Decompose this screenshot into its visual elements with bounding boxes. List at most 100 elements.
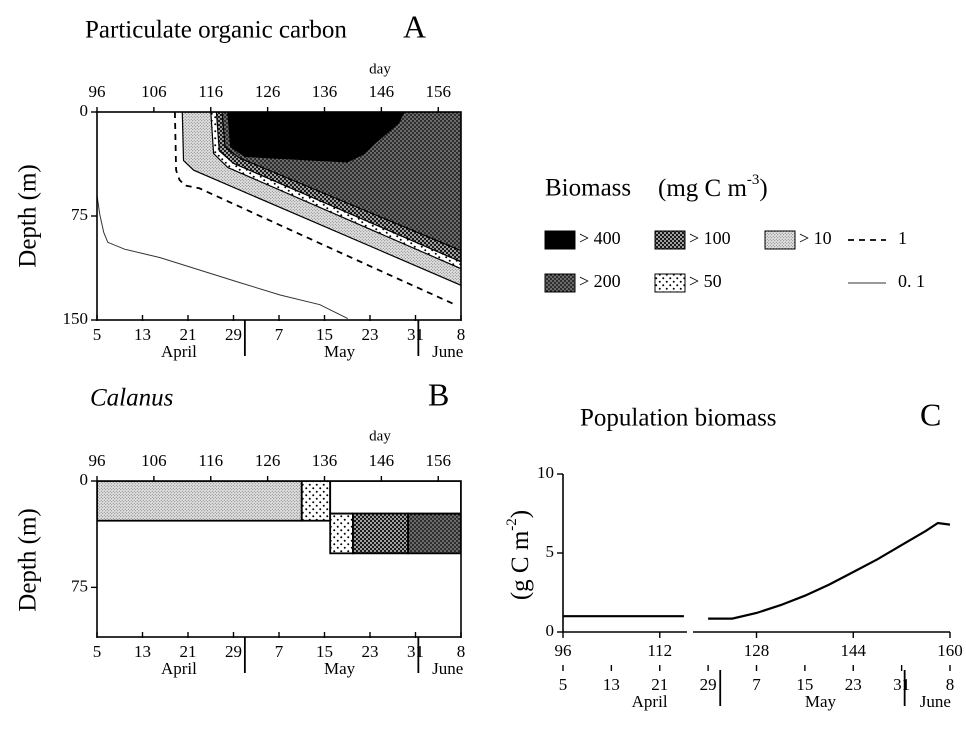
x-tick-label: 96: [89, 82, 106, 101]
month-label: June: [432, 659, 463, 678]
legend-label: 0. 1: [898, 271, 925, 291]
legend-swatch: [654, 273, 686, 293]
legend: > 400 > 200 > 100 > 50 > 10 1 0. 1: [544, 228, 925, 293]
date-tick-label: 23: [362, 325, 379, 344]
date-tick-label: 31: [893, 675, 910, 694]
legend-unit-text: (mg C m: [658, 175, 747, 202]
legend-label: 1: [898, 228, 907, 248]
legend-swatch: [544, 273, 576, 293]
date-tick-label: 31: [407, 325, 424, 344]
date-tick-label: 15: [316, 325, 333, 344]
y-tick-label: 75: [71, 576, 88, 595]
x-tick-label: 136: [312, 82, 338, 101]
panel: 0 75 150 96 106 116 126 136 146 156 5 13 21 29 7 15 23 31…: [63, 82, 466, 361]
x-tick-label: 126: [255, 451, 281, 470]
x-tick-label: 112: [647, 641, 672, 660]
date-tick-label: 8: [457, 325, 466, 344]
x-tick-label: 116: [198, 451, 223, 470]
y-axis-title-text: (g C m: [507, 530, 534, 600]
x-tick-label: 156: [426, 82, 452, 101]
date-tick-label: 21: [180, 325, 197, 344]
stage-block: [407, 512, 461, 555]
month-label: May: [324, 342, 356, 361]
x-tick-label: 144: [841, 641, 867, 660]
y-tick-label: 10: [537, 463, 554, 482]
x-tick-label: 146: [369, 82, 395, 101]
legend-label: > 100: [689, 228, 731, 248]
y-axis-title: Depth (m): [15, 164, 42, 267]
date-tick-label: 15: [796, 675, 813, 694]
x-tick-label: 96: [555, 641, 572, 660]
x-tick-label: 116: [198, 82, 223, 101]
date-tick-label: 21: [180, 642, 197, 661]
date-tick-label: 8: [946, 675, 955, 694]
contour-line: [97, 195, 349, 320]
date-tick-label: 23: [845, 675, 862, 694]
stage-block: [352, 512, 410, 555]
y-axis-title-exponent: -2: [504, 518, 520, 531]
y-axis-title: Depth (m): [15, 508, 42, 611]
panel-title: Calanus: [90, 385, 173, 412]
stage-block: [97, 481, 303, 522]
date-tick-label: 29: [700, 675, 717, 694]
contour-line: [174, 112, 456, 306]
x-tick-label: 146: [369, 451, 395, 470]
x-tick-label: 128: [744, 641, 770, 660]
legend-label: > 200: [579, 271, 621, 291]
legend-label: > 50: [689, 271, 722, 291]
panel: 0 5 10 96 112 128 144 160 5 13 21 29 7 15 23 31 8 April Ma…: [537, 463, 963, 711]
x-tick-label: 106: [141, 82, 167, 101]
date-tick-label: 13: [134, 642, 151, 661]
stage-block: [329, 481, 461, 515]
date-tick-label: 5: [93, 642, 102, 661]
date-tick-label: 31: [407, 642, 424, 661]
date-tick-label: 21: [651, 675, 668, 694]
y-tick-label: 0: [80, 470, 89, 489]
y-tick-label: 5: [546, 542, 555, 561]
month-label: June: [432, 342, 463, 361]
month-label: April: [161, 659, 197, 678]
legend-label: > 400: [579, 228, 621, 248]
month-label: May: [805, 692, 837, 711]
panel-letter: B: [428, 376, 449, 412]
plot-area: [97, 481, 461, 555]
date-tick-label: 29: [225, 325, 242, 344]
y-tick-label: 0: [546, 621, 555, 640]
panel-title: Population biomass: [580, 405, 777, 432]
date-tick-label: 7: [275, 642, 284, 661]
plot-area: [97, 112, 461, 320]
contour-region: [227, 112, 405, 163]
legend-unit-text: ): [759, 175, 767, 202]
month-label: April: [632, 692, 668, 711]
biomass-line: [563, 521, 950, 620]
legend-unit: (mg C m-3): [658, 172, 768, 201]
x-tick-label: 106: [141, 451, 167, 470]
panel-letter: A: [403, 8, 426, 44]
date-tick-label: 7: [275, 325, 284, 344]
month-label: June: [920, 692, 951, 711]
panel-letter: C: [920, 396, 941, 432]
y-tick-label: 150: [63, 309, 89, 328]
date-tick-label: 29: [225, 642, 242, 661]
date-tick-label: 8: [457, 642, 466, 661]
legend-swatch: [764, 230, 796, 250]
x-tick-label: 126: [255, 82, 281, 101]
legend-title: Biomass: [545, 175, 631, 202]
date-tick-label: 7: [752, 675, 761, 694]
y-axis-title: (g C m-2): [504, 510, 533, 600]
x-tick-label: 136: [312, 451, 338, 470]
month-label: May: [324, 659, 356, 678]
date-tick-label: 23: [362, 642, 379, 661]
panel: 0 75 96 106 116 126 136 146 156 5 13 21 29 7 15 23 31 8 Ap…: [71, 451, 465, 678]
date-tick-label: 5: [559, 675, 568, 694]
date-tick-label: 15: [316, 642, 333, 661]
legend-swatch: [544, 230, 576, 250]
stage-block: [300, 481, 332, 522]
date-tick-label: 5: [93, 325, 102, 344]
date-tick-label: 13: [134, 325, 151, 344]
legend-unit-exponent: -3: [747, 172, 760, 188]
x-tick-label: 156: [426, 451, 452, 470]
x-axis-title: day: [369, 428, 391, 444]
